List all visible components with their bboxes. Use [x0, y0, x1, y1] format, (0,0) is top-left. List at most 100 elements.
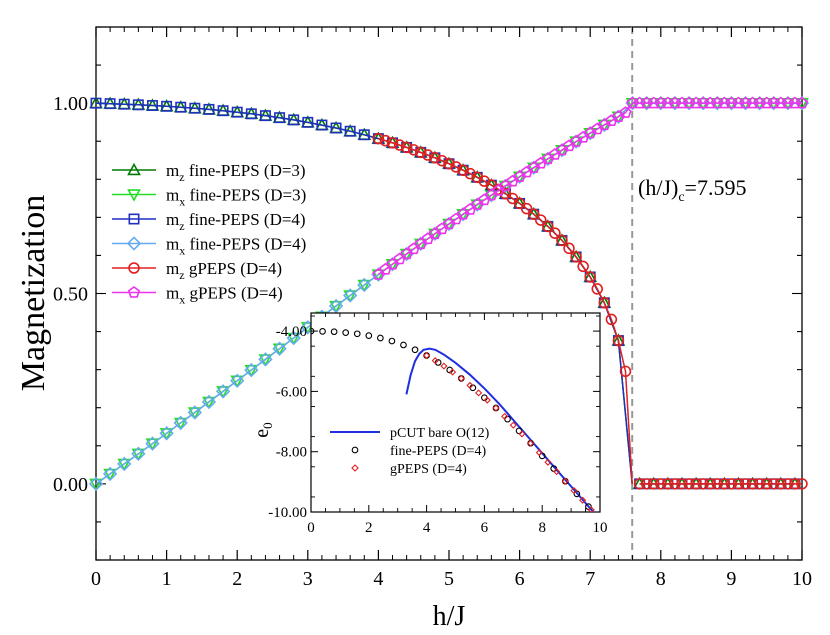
inset-gpeps-point [570, 487, 578, 495]
x-tick-label: 0 [91, 568, 101, 590]
inset-gpeps-point [475, 389, 483, 397]
data-point [597, 119, 612, 133]
data-point [274, 112, 286, 124]
x-tick-label: 2 [232, 568, 242, 590]
data-point [386, 257, 399, 270]
legend-entry: mz fine-PEPS (D=4) [112, 210, 306, 233]
data-point [583, 127, 598, 141]
data-point [569, 135, 583, 147]
data-point [675, 96, 689, 109]
series-mz-gpeps-d-4- [372, 132, 808, 490]
legend-entry: mx fine-PEPS (D=3) [112, 186, 306, 209]
data-point [746, 478, 759, 490]
data-point [131, 448, 146, 461]
legend-marker [127, 162, 141, 176]
inset-gpeps-point [423, 351, 431, 360]
data-point [245, 108, 257, 120]
data-point [173, 415, 188, 431]
data-point [145, 436, 160, 451]
data-point [661, 96, 675, 109]
data-point [562, 139, 576, 152]
legend-entry: mx fine-PEPS (D=4) [112, 235, 306, 258]
legend-marker [127, 286, 141, 298]
data-point [527, 161, 540, 173]
legend-entry: mx gPEPS (D=4) [112, 284, 283, 307]
data-point [413, 238, 428, 251]
data-point [704, 478, 716, 490]
data-point [421, 232, 435, 245]
x-tick-label: 1 [162, 568, 172, 590]
data-point [732, 478, 745, 490]
inset-gpeps-point [483, 396, 491, 404]
data-point [244, 364, 259, 378]
x-tick-label: 3 [303, 568, 313, 590]
data-point [689, 96, 703, 109]
x-tick-label: 5 [444, 568, 454, 590]
data-point [357, 279, 372, 293]
data-point [343, 290, 358, 303]
inset-x-tick-label: 0 [307, 520, 315, 536]
data-point [795, 96, 809, 109]
inset-gpeps-point [509, 421, 517, 429]
inset-legend: pCUT bare O(12) fine-PEPS (D=4) gPEPS (D=4… [330, 426, 490, 477]
data-point [463, 202, 477, 215]
data-point [711, 96, 724, 109]
data-point [88, 476, 104, 492]
data-point [696, 96, 710, 109]
data-point [272, 343, 287, 356]
legend-marker [127, 189, 141, 202]
data-point [789, 478, 801, 490]
data-point [598, 118, 611, 131]
data-point [357, 277, 372, 293]
data-point [161, 100, 173, 112]
inset-gpeps-point [587, 506, 595, 512]
data-point [436, 154, 448, 167]
data-point [767, 96, 780, 109]
x-tick-label: 6 [515, 568, 525, 590]
x-tick-label: 4 [373, 568, 383, 590]
data-point [393, 139, 406, 151]
inset-x-tick-label: 4 [423, 520, 431, 536]
y-tick-label: 0.00 [53, 474, 88, 496]
data-point [89, 478, 103, 492]
inset-y-tick-label: -10.00 [268, 505, 307, 521]
data-point [555, 143, 569, 156]
data-point [611, 111, 626, 124]
x-tick-label: 10 [792, 568, 812, 590]
data-point [746, 96, 759, 109]
data-point [457, 164, 469, 176]
data-point [598, 297, 611, 309]
data-point [216, 386, 230, 399]
data-point [379, 134, 392, 147]
inset-gpeps-point [527, 439, 535, 447]
data-point [407, 144, 420, 156]
data-point [690, 478, 702, 490]
data-point [492, 184, 505, 196]
data-point [372, 132, 385, 145]
data-point [584, 271, 596, 283]
series-line [378, 137, 633, 484]
data-point [506, 174, 519, 187]
data-point [118, 98, 130, 110]
data-point [145, 438, 160, 451]
data-point [342, 288, 358, 303]
data-point [549, 227, 561, 239]
inset-legend-entry: gPEPS (D=4) [351, 462, 467, 477]
data-point [414, 237, 427, 250]
data-point [175, 101, 187, 113]
data-point [400, 141, 413, 154]
data-point [173, 417, 188, 431]
legend-marker [128, 262, 140, 274]
data-point [103, 468, 117, 482]
data-point [540, 153, 555, 167]
inset-legend-marker [351, 464, 359, 472]
legend-label: mx gPEPS (D=4) [166, 284, 283, 307]
legend-marker [128, 213, 140, 225]
data-point [725, 96, 738, 109]
data-point [499, 179, 512, 192]
data-point [393, 252, 406, 265]
data-point [386, 137, 399, 149]
data-point [591, 283, 604, 295]
data-point [774, 96, 788, 109]
inset-gpeps-point [449, 368, 457, 376]
